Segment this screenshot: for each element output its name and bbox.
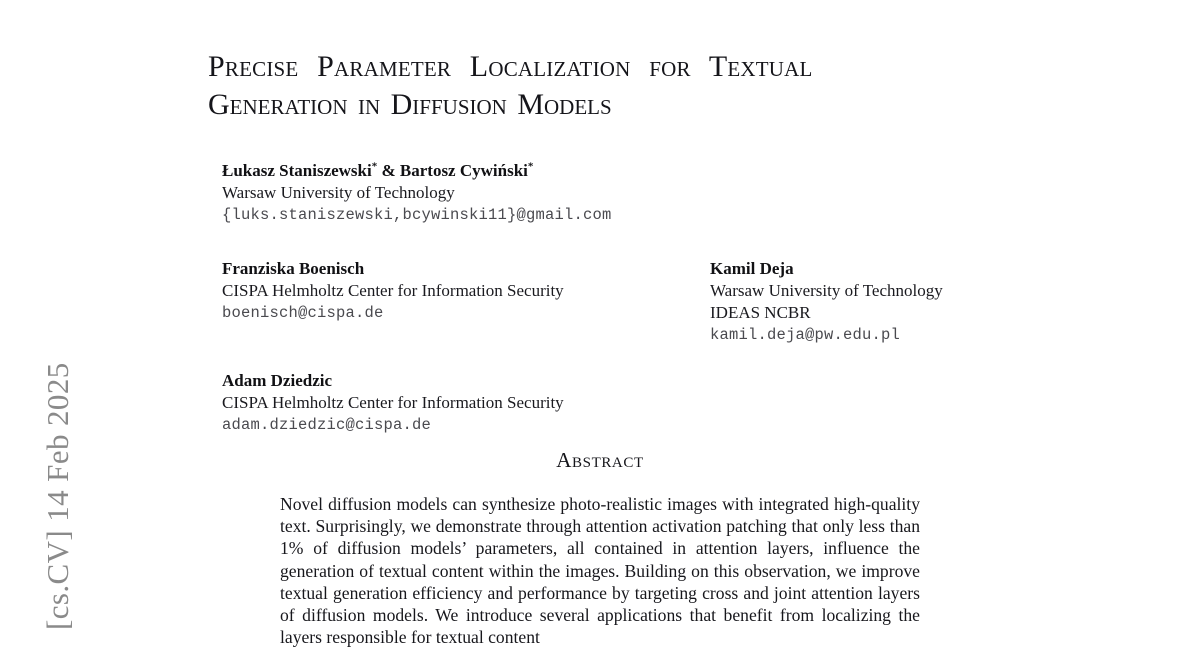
abstract-heading: Abstract (556, 448, 644, 472)
author-row: Adam Dziedzic CISPA Helmholtz Center for… (222, 370, 982, 437)
author-name-primary: Łukasz Staniszewski (222, 161, 372, 180)
author-email[interactable]: boenisch@cispa.de (222, 304, 384, 322)
author-affiliation-secondary: IDEAS NCBR (710, 303, 811, 322)
author-affiliation: CISPA Helmholtz Center for Information S… (222, 281, 564, 300)
author-affiliation-marker: * (371, 160, 378, 173)
title-line-2: Generation in Diffusion Models (208, 88, 612, 121)
page-title: Precise Parameter Localization for Textu… (208, 48, 990, 124)
author-affiliation: CISPA Helmholtz Center for Information S… (222, 393, 564, 412)
author-email[interactable]: {luks.staniszewski,bcywinski11}@gmail.co… (222, 206, 612, 224)
spacer (222, 347, 982, 370)
title-line-1: Precise Parameter Localization for Textu… (208, 50, 813, 83)
author-name: Adam Dziedzic (222, 371, 333, 390)
author-list: Łukasz Staniszewski* & Bartosz Cywiński*… (222, 160, 982, 437)
author-email[interactable]: kamil.deja@pw.edu.pl (710, 326, 901, 344)
author-name: Kamil Deja (710, 259, 794, 278)
arxiv-vertical-stamp: [cs.CV] 14 Feb 2025 (40, 362, 75, 630)
author-block-staniszewski-cywinski: Łukasz Staniszewski* & Bartosz Cywiński*… (222, 160, 710, 227)
author-block-dziedzic: Adam Dziedzic CISPA Helmholtz Center for… (222, 370, 710, 437)
author-row: Franziska Boenisch CISPA Helmholtz Cente… (222, 258, 982, 347)
abstract-paragraph: Novel diffusion models can synthesize ph… (280, 494, 920, 648)
author-block-deja: Kamil Deja Warsaw University of Technolo… (710, 258, 980, 347)
spacer (222, 227, 982, 258)
author-email[interactable]: adam.dziedzic@cispa.de (222, 416, 432, 434)
author-row: Łukasz Staniszewski* & Bartosz Cywiński*… (222, 160, 982, 227)
author-block-boenisch: Franziska Boenisch CISPA Helmholtz Cente… (222, 258, 710, 325)
author-name: Łukasz Staniszewski* & Bartosz Cywiński* (222, 160, 710, 182)
author-affiliation-marker: * (527, 160, 534, 173)
abstract-body: Novel diffusion models can synthesize ph… (280, 493, 920, 648)
author-affiliation: Warsaw University of Technology (222, 183, 455, 202)
author-affiliation: Warsaw University of Technology (710, 281, 943, 300)
author-name: Franziska Boenisch (222, 259, 365, 278)
author-name-secondary: & Bartosz Cywiński (381, 161, 528, 180)
